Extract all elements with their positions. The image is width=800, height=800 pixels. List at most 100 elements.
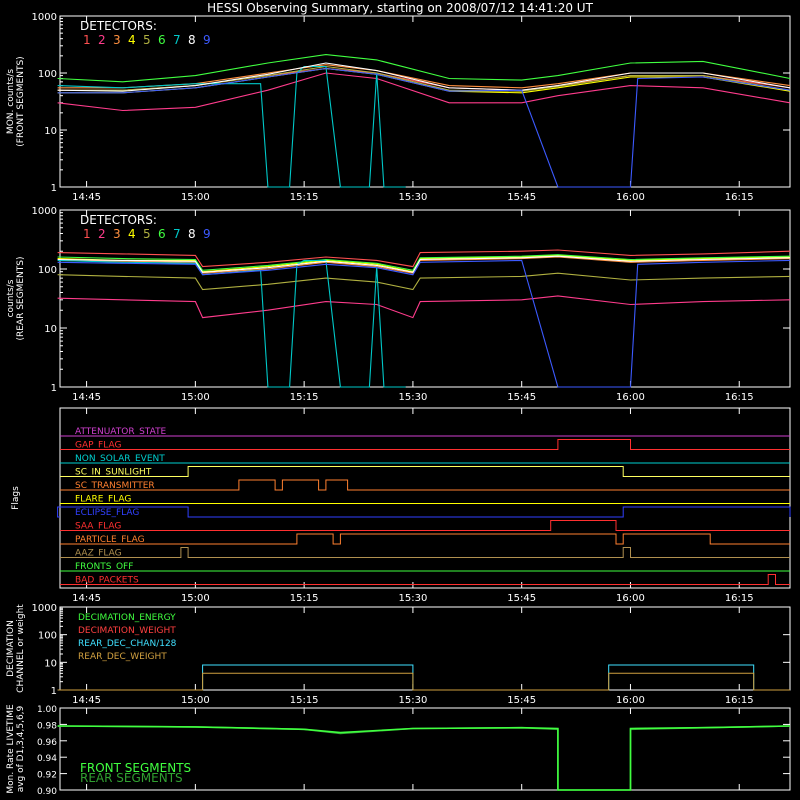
legend-entry: 3 bbox=[113, 227, 121, 241]
x-tick-label: 14:45 bbox=[72, 192, 101, 203]
legend-entry: 5 bbox=[143, 33, 151, 47]
y-tick-label: 100 bbox=[38, 69, 57, 80]
legend-entry: 7 bbox=[173, 227, 181, 241]
y-tick-label: 1000 bbox=[32, 12, 57, 23]
y-tick-label: 0.94 bbox=[37, 754, 57, 764]
flag-line bbox=[60, 466, 790, 477]
livetime-line bbox=[57, 725, 791, 791]
flags-panel: 14:45 15:00 15:15 15:30 15:45 16:00 16:15 Flags… bbox=[11, 407, 791, 604]
panel-frame bbox=[59, 407, 791, 589]
rear-panel: 1 10 100 1000 14:45 15:00 15:15 15:30 15:45 16:00… bbox=[6, 206, 791, 403]
x-tick-label: 15:45 bbox=[507, 192, 536, 203]
x-tick-label: 16:00 bbox=[616, 192, 645, 203]
series-line-detector-9 bbox=[57, 67, 791, 188]
y-tick-label: 1 bbox=[51, 183, 57, 194]
x-tick-label: 14:45 bbox=[72, 593, 101, 604]
flag-label: GAP_FLAG bbox=[75, 441, 121, 451]
legend-entry: 4 bbox=[128, 33, 136, 47]
livetime-panel: Mon. Rate LIVETIME avg of D1,3,4,5,6,9 0.9… bbox=[6, 704, 791, 797]
y-axis-label: CHANNEL or weight bbox=[16, 604, 26, 693]
x-tick-label: 14:45 bbox=[72, 695, 101, 706]
flag-line bbox=[60, 479, 790, 491]
legend-entry: 8 bbox=[188, 227, 196, 241]
flag-label: SC_IN_SUNLIGHT bbox=[75, 468, 152, 478]
y-tick-label: 0.92 bbox=[37, 771, 57, 781]
series-line-detector-2 bbox=[57, 72, 791, 112]
series-line-detector-6 bbox=[57, 54, 791, 83]
decimation-legend-entry: REAR_DEC_CHAN/128 bbox=[78, 639, 177, 649]
flag-line bbox=[60, 574, 790, 585]
legend-entry: 1 bbox=[83, 33, 91, 47]
panel-frame bbox=[59, 15, 791, 188]
legend-entry: 2 bbox=[98, 33, 106, 47]
legend-entry: 6 bbox=[158, 227, 166, 241]
flag-label: BAD_PACKETS bbox=[75, 576, 139, 586]
y-tick-label: 1000 bbox=[32, 206, 57, 217]
legend-entry: 6 bbox=[158, 33, 166, 47]
x-tick-label: 15:30 bbox=[398, 392, 427, 403]
legend-entry: 7 bbox=[173, 33, 181, 47]
x-tick-label: 15:15 bbox=[290, 192, 319, 203]
flag-line bbox=[60, 547, 790, 558]
y-tick-label: 0.98 bbox=[37, 721, 57, 731]
y-tick-label: 100 bbox=[38, 631, 57, 642]
legend-entry: 2 bbox=[98, 227, 106, 241]
flag-line bbox=[60, 439, 790, 450]
flag-label: SC_TRANSMITTER bbox=[75, 481, 155, 491]
decimation-legend-entry: REAR_DEC_WEIGHT bbox=[78, 652, 167, 662]
front-panel: 1 10 100 1000 14:45 15:00 15:15 15:30 15:45 16:00… bbox=[6, 12, 791, 203]
x-tick-label: 15:00 bbox=[181, 192, 210, 203]
x-tick-label: 15:30 bbox=[398, 695, 427, 706]
flag-label: ATTENUATOR_STATE bbox=[75, 427, 167, 437]
x-tick-label: 15:30 bbox=[398, 593, 427, 604]
series-line-detector-9 bbox=[57, 259, 791, 388]
y-axis-label: counts/s bbox=[6, 279, 16, 317]
x-tick-label: 15:45 bbox=[507, 392, 536, 403]
decimation-legend-entry: DECIMATION_WEIGHT bbox=[78, 626, 176, 636]
legend-entry: 8 bbox=[188, 33, 196, 47]
x-tick-label: 15:00 bbox=[181, 695, 210, 706]
y-tick-label: 10 bbox=[44, 658, 57, 669]
y-tick-label: 1 bbox=[51, 686, 57, 697]
x-tick-label: 16:00 bbox=[616, 695, 645, 706]
panel-frame bbox=[59, 707, 791, 791]
y-axis-label: MON. counts/s bbox=[6, 69, 16, 134]
x-tick-label: 15:45 bbox=[507, 695, 536, 706]
legend-entry: 5 bbox=[143, 227, 151, 241]
series-line-detector-6 bbox=[57, 254, 791, 271]
legend-entry: 4 bbox=[128, 227, 136, 241]
flag-label: FRONTS_OFF bbox=[75, 562, 133, 572]
x-tick-label: 15:30 bbox=[398, 192, 427, 203]
series-line-detector-7 bbox=[57, 65, 406, 188]
x-tick-label: 16:15 bbox=[725, 695, 754, 706]
legend-entry: 9 bbox=[203, 227, 211, 241]
legend-entry: 9 bbox=[203, 33, 211, 47]
series-line-detector-8 bbox=[57, 255, 791, 273]
y-tick-label: 100 bbox=[38, 265, 57, 276]
x-tick-label: 15:15 bbox=[290, 392, 319, 403]
x-tick-label: 16:00 bbox=[616, 593, 645, 604]
legend-title: DETECTORS: bbox=[80, 19, 157, 33]
flag-label: FLARE_FLAG bbox=[75, 495, 131, 505]
x-tick-label: 16:00 bbox=[616, 392, 645, 403]
flag-line bbox=[60, 533, 790, 545]
y-tick-label: 10 bbox=[44, 324, 57, 335]
y-tick-label: 10 bbox=[44, 126, 57, 137]
y-tick-label: 1.00 bbox=[37, 705, 57, 715]
decimation-line bbox=[57, 672, 790, 691]
x-tick-label: 16:15 bbox=[725, 392, 754, 403]
series-line-detector-1 bbox=[57, 249, 791, 268]
x-tick-label: 16:15 bbox=[725, 192, 754, 203]
series-line-detector-2 bbox=[57, 295, 791, 319]
y-tick-label: 0.90 bbox=[37, 787, 57, 797]
livetime-legend-entry: REAR SEGMENTS bbox=[80, 771, 183, 785]
series-line-detector-5 bbox=[57, 272, 791, 291]
flag-label: AAZ_FLAG bbox=[75, 549, 122, 559]
flag-label: ECLIPSE_FLAG bbox=[75, 508, 139, 518]
y-axis-label: DECIMATION bbox=[6, 620, 16, 677]
legend-entry: 3 bbox=[113, 33, 121, 47]
y-tick-label: 0.96 bbox=[37, 738, 57, 748]
y-axis-label: (REAR SEGMENTS) bbox=[16, 256, 26, 340]
decimation-panel: 1 10 100 1000 14:45 15:00 15:15 15:30 15:45 16:00… bbox=[6, 603, 791, 706]
